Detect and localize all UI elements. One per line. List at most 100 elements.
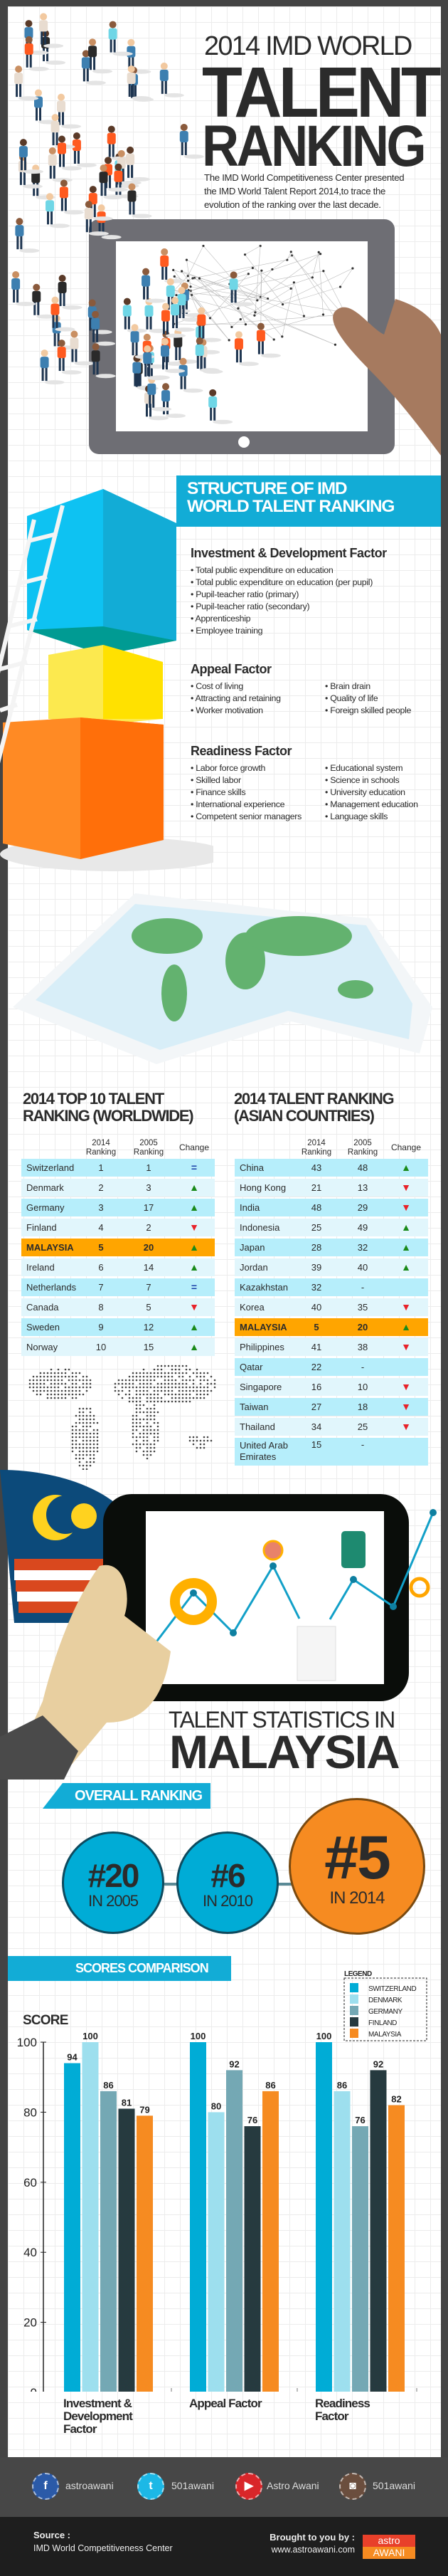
hand-icon: [14, 1565, 171, 1765]
factor-bullets: Total public expenditure on educationTot…: [191, 564, 373, 637]
title-line-2: TALENT: [202, 53, 442, 132]
bar-value-label: 76: [247, 2115, 257, 2125]
table-row: Jordan 39 40 ▲: [235, 1258, 428, 1276]
column-header: 2005 Ranking: [341, 1139, 384, 1157]
legend-label: SWITZERLAND: [368, 1985, 416, 1993]
table-row: MALAYSIA 5 20 ▲: [21, 1239, 215, 1256]
person-figure: [46, 193, 70, 228]
factor-item: Skilled labor: [191, 774, 302, 787]
person-figure: [179, 123, 204, 159]
country-name: Norway: [26, 1342, 58, 1352]
bar-value-label: 79: [139, 2104, 149, 2115]
structure-title-line-1: STRUCTURE OF IMD: [187, 479, 348, 498]
rank-2005: 2: [146, 1222, 151, 1233]
tablet-home-button: [238, 436, 250, 448]
bar-switzerland-2: [316, 2042, 332, 2392]
table-row: United Arab Emirates 15 -: [235, 1438, 428, 1466]
rank-2005: 18: [357, 1402, 368, 1412]
column-header: 2014 Ranking: [295, 1139, 338, 1157]
country-name: Jordan: [240, 1262, 268, 1273]
bar-germany-0: [100, 2091, 117, 2392]
social-handle[interactable]: 501awani: [171, 2480, 214, 2491]
rank-2014: 7: [98, 1282, 104, 1293]
website-link[interactable]: www.astroawani.com: [271, 2545, 355, 2555]
social-handle[interactable]: 501awani: [373, 2480, 415, 2491]
twitter-icon[interactable]: t: [137, 2473, 164, 2500]
person-figure: [208, 389, 233, 424]
y-tick-label: 40: [23, 2246, 37, 2259]
bar-malaysia-0: [137, 2115, 153, 2392]
asian-table-title: 2014 TALENT RANKING (ASIAN COUNTRIES): [234, 1090, 395, 1125]
bar-value-label: 86: [337, 2080, 347, 2091]
factor-item: Management education: [325, 799, 418, 811]
person-figure: [229, 271, 254, 307]
facebook-icon[interactable]: f: [32, 2473, 59, 2500]
rank-value: #5: [324, 1824, 391, 1892]
change-up-icon: ▲: [189, 1261, 199, 1273]
person-figure: [81, 50, 106, 85]
bar-finland-0: [118, 2108, 135, 2392]
person-figure: [91, 343, 116, 379]
phone-icon: [341, 1531, 366, 1568]
country-name: Indonesia: [240, 1222, 280, 1233]
title-line-3: RANKING: [202, 114, 427, 179]
rank-2014: 16: [311, 1382, 322, 1392]
rank-2005: 20: [357, 1322, 368, 1332]
rank-year: IN 2005: [87, 1892, 139, 1910]
bar-denmark-0: [82, 2042, 99, 2392]
change-up-icon: ▲: [401, 1221, 411, 1233]
rank-2014: 48: [311, 1202, 322, 1213]
bar-switzerland-0: [64, 2063, 80, 2392]
person-figure: [91, 310, 116, 346]
continents: [132, 916, 373, 1021]
change-up-icon: ▲: [189, 1341, 199, 1352]
bar-finland-1: [244, 2126, 261, 2392]
folded-world-map-illustration: [13, 893, 432, 1064]
asian-title-line-2: (ASIAN COUNTRIES): [234, 1107, 375, 1125]
table-row: Finland 4 2 ▼: [21, 1219, 215, 1236]
rank-2005: -: [361, 1439, 365, 1450]
header-year: 2005: [353, 1139, 372, 1147]
rank-2014: 43: [311, 1162, 322, 1173]
rank-2005: 14: [143, 1262, 154, 1273]
rank-2014: 8: [98, 1302, 104, 1313]
bar-value-label: 80: [211, 2101, 221, 2111]
country-name: Ireland: [26, 1262, 55, 1273]
youtube-icon[interactable]: ▶: [235, 2473, 262, 2500]
document-icon: [297, 1626, 336, 1681]
overall-ranking-banner: OVERALL RANKING: [43, 1783, 210, 1809]
instagram-icon[interactable]: ◙: [339, 2473, 366, 2500]
y-tick-label: 0: [31, 2386, 37, 2392]
change-down-icon: ▼: [189, 1221, 199, 1233]
person-figure: [177, 286, 202, 322]
column-header: 2014 Ranking: [80, 1139, 122, 1157]
social-handle[interactable]: Astro Awani: [267, 2480, 319, 2491]
table-row: Norway 10 15 ▲: [21, 1338, 215, 1356]
country-name: Hong Kong: [240, 1182, 287, 1193]
bar-value-label: 100: [82, 2031, 98, 2041]
legend-label: GERMANY: [368, 2008, 402, 2016]
change-down-icon: ▼: [401, 1381, 411, 1392]
source-text: IMD World Competitiveness Center: [33, 2543, 173, 2553]
rank-2014: 39: [311, 1262, 322, 1273]
social-handle[interactable]: astroawani: [65, 2480, 114, 2491]
rank-circle-2005: #20 IN 2005: [62, 1831, 164, 1934]
rank-2014: 3: [98, 1202, 104, 1213]
rank-2014: 9: [98, 1322, 104, 1332]
change-down-icon: ▼: [401, 1341, 411, 1352]
social-bar: f astroawani t 501awani ▶ Astro Awani ◙ 501awan…: [0, 2457, 448, 2517]
table-row: Netherlands 7 7 =: [21, 1278, 215, 1296]
worldwide-title-line-1: 2014 TOP 10 TALENT: [23, 1090, 164, 1108]
column-header-change: Change: [390, 1142, 422, 1152]
legend-label: MALAYSIA: [368, 2031, 402, 2039]
bar-denmark-2: [334, 2091, 351, 2392]
change-up-icon: ▲: [189, 1202, 199, 1213]
y-tick-label: 20: [23, 2316, 37, 2330]
bar-value-label: 82: [391, 2094, 401, 2105]
rank-2005: 12: [143, 1322, 154, 1332]
clock-icon: [262, 1540, 284, 1561]
change-up-icon: ▲: [401, 1241, 411, 1253]
person-figure: [256, 322, 281, 358]
y-tick-label: 100: [17, 2036, 37, 2049]
asian-title-line-1: 2014 TALENT RANKING: [234, 1090, 395, 1108]
